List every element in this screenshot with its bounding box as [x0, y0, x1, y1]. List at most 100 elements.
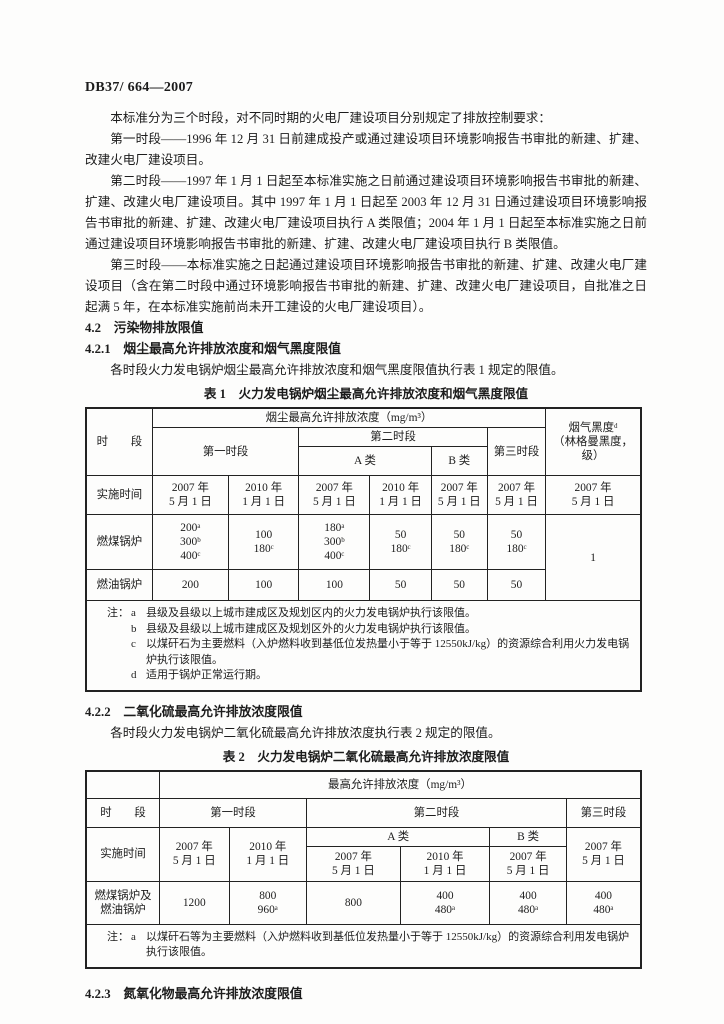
t1-period-label-cell: 时 段: [85, 407, 153, 476]
t1-impl-date-cell: 2007 年 5 月 1 日: [486, 475, 547, 515]
note-prefix-spacer: [95, 622, 131, 638]
t2-impl-date-cell: 2007 年 5 月 1 日: [489, 845, 567, 882]
spacer: [85, 969, 647, 984]
note-text: 以煤矸石为主要燃料（入炉燃料收到基低位发热量小于等于 12550kJ/kg）的资…: [146, 638, 630, 666]
section-4-2-heading: 4.2 污染物排放限值: [85, 321, 204, 335]
period3-paragraph: 第三时段——本标准实施之日起通过建设项目环境影响报告书审批的新建、扩建、改建火电…: [85, 258, 647, 314]
t1-coal-value-cell: 50 180ᶜ: [430, 514, 488, 570]
t2-concentration-header-cell: 最高允许排放浓度（mg/m³）: [159, 770, 642, 799]
table-row: 燃煤锅炉及 燃油锅炉 1200 800 960ᵃ 800 400 480ᵃ 40…: [85, 880, 642, 925]
table-row: 燃油锅炉 200 100 100 50 50 50: [85, 569, 641, 601]
page-content: DB37/ 664—2007 本标准分为三个时段，对不同时期的火电厂建设项目分别…: [85, 80, 647, 1024]
t2-empty-corner-cell: [85, 770, 161, 799]
table-row: 时 段 烟尘最高允许排放浓度（mg/m³） 烟气黑度ᵈ （林格曼黑度，级）: [85, 407, 642, 476]
note-prefix: 注：: [107, 930, 129, 943]
table-row: 注： a 以煤矸石等为主要燃料（入炉燃料收到基低位发热量小于等于 12550kJ…: [85, 923, 642, 968]
t2-class-b-cell: B 类: [489, 826, 567, 847]
table-row: 实施时间 2007 年 5 月 1 日 2010 年 1 月 1 日 2007 …: [85, 475, 642, 515]
table-row: 注： a 县级及县级以上城市建成区及规划区内的火力发电锅炉执行该限值。 b 县级…: [85, 600, 642, 691]
section-4-2-1-heading: 4.2.1 烟尘最高允许排放浓度和烟气黑度限值: [85, 342, 341, 356]
t1-coal-value-cell: 200ᵃ 300ᵇ 400ᶜ: [151, 514, 230, 570]
t1-impl-date-cell: 2010 年 1 月 1 日: [227, 475, 300, 515]
note-prefix-spacer: [95, 637, 131, 668]
t2-impl-date-cell: 2010 年 1 月 1 日: [399, 845, 491, 882]
table1-caption: 表 1 火力发电锅炉烟尘最高允许排放浓度和烟气黑度限值: [203, 387, 529, 401]
note-text: 县级及县级以上城市建成区及规划区外的火力发电锅炉执行该限值。: [146, 622, 476, 635]
section-4-2-1-body: 各时段火力发电锅炉烟尘最高允许排放浓度和烟气黑度限值执行表 1 规定的限值。: [110, 363, 564, 377]
t1-smoke-value-cell: 1: [545, 514, 642, 601]
table-row: 实施时间 2007 年 5 月 1 日 2010 年 1 月 1 日 A 类 B…: [85, 826, 642, 882]
t1-coal-value-cell: 50 180ᶜ: [369, 514, 432, 570]
t1-coal-value-cell: 100 180ᶜ: [227, 514, 300, 570]
t1-impl-date-cell: 2010 年 1 月 1 日: [369, 475, 432, 515]
table-row: 燃煤锅炉 200ᵃ 300ᵇ 400ᶜ 100 180ᶜ 180ᵃ 300ᵇ 4…: [85, 514, 642, 601]
t2-boiler-label-cell: 燃煤锅炉及 燃油锅炉: [85, 880, 161, 925]
table-row: 2007 年 5 月 1 日 2010 年 1 月 1 日 2007 年 5 月…: [86, 845, 641, 882]
t1-impl-date-cell: 2007 年 5 月 1 日: [151, 475, 230, 515]
table2-caption: 表 2 火力发电锅炉二氧化硫最高允许排放浓度限值: [222, 749, 510, 764]
period1-paragraph: 第一时段——1996 年 12 月 31 日前建成投产或通过建设项目环境影响报告…: [85, 132, 647, 167]
t1-oil-value-cell: 100: [227, 569, 300, 601]
t1-impl-date-cell: 2007 年 5 月 1 日: [298, 475, 371, 515]
t1-oil-value-cell: 200: [151, 569, 230, 601]
t2-impl-label-cell: 实施时间: [85, 826, 161, 882]
t2-class-a-cell: A 类: [306, 826, 491, 847]
note-key: b: [131, 622, 137, 635]
t1-oil-value-cell: 100: [298, 569, 371, 601]
table1-dust-smoke-limits: 时 段 烟尘最高允许排放浓度（mg/m³） 烟气黑度ᵈ （林格曼黑度，级） 第一…: [85, 407, 642, 692]
t2-impl-date-cell: 2007 年 5 月 1 日: [159, 826, 230, 882]
table-row: 第一时段 第二时段 第三时段: [86, 427, 641, 476]
intro-paragraph: 本标准分为三个时段，对不同时期的火电厂建设项目分别规定了排放控制要求：: [110, 111, 551, 125]
section-4-2-2-body: 各时段火力发电锅炉二氧化硫最高允许排放浓度执行表 2 规定的限值。: [110, 725, 501, 740]
t2-period3-cell: 第三时段: [565, 797, 642, 828]
t1-impl-date-cell: 2007 年 5 月 1 日: [545, 475, 642, 515]
t2-value-cell: 400 480ᵃ: [565, 880, 642, 925]
t1-note-c: c 以煤矸石为主要燃料（入炉燃料收到基低位发热量小于等于 12550kJ/kg）…: [95, 637, 632, 668]
note-text: 以煤矸石等为主要燃料（入炉燃料收到基低位发热量小于等于 12550kJ/kg）的…: [146, 930, 630, 959]
t2-impl-date-cell: 2007 年 5 月 1 日: [565, 826, 642, 882]
t1-period2-cell: 第二时段: [298, 427, 488, 447]
period2-paragraph: 第二时段——1997 年 1 月 1 日起至本标准实施之日前通过建设项目环境影响…: [85, 174, 647, 251]
t2-period2-cell: 第二时段: [306, 797, 567, 828]
table2-so2-limits: 最高允许排放浓度（mg/m³） 时 段 第一时段 第二时段 第三时段 实施时间 …: [85, 769, 642, 969]
t1-note-d: d 适用于锅炉正常运行期。: [95, 668, 632, 684]
t1-class-a-cell: A 类: [298, 446, 432, 476]
t1-oil-label-cell: 燃油锅炉: [85, 569, 153, 601]
t1-period3-cell: 第三时段: [486, 427, 547, 476]
t2-value-cell: 400 480ᵃ: [399, 880, 491, 925]
t1-coal-label-cell: 燃煤锅炉: [85, 514, 153, 570]
note-prefix: 注：: [107, 607, 129, 619]
t1-concentration-header-cell: 烟尘最高允许排放浓度（mg/m³）: [151, 407, 547, 428]
t1-oil-value-cell: 50: [430, 569, 488, 601]
t1-class-b-cell: B 类: [430, 446, 488, 476]
t2-notes-cell: 注： a 以煤矸石等为主要燃料（入炉燃料收到基低位发热量小于等于 12550kJ…: [85, 923, 642, 968]
t1-impl-label-cell: 实施时间: [85, 475, 153, 515]
t1-oil-value-cell: 50: [486, 569, 547, 601]
note-text: 适用于锅炉正常运行期。: [146, 669, 267, 681]
t2-period1-cell: 第一时段: [159, 797, 308, 828]
section-4-2-3-heading: 4.2.3 氮氧化物最高允许排放浓度限值: [85, 986, 303, 1001]
note-key: a: [131, 930, 136, 943]
t2-value-cell: 400 480ᵃ: [489, 880, 567, 925]
note-prefix-spacer: [95, 668, 131, 684]
t1-period1-cell: 第一时段: [151, 427, 300, 476]
t1-notes-cell: 注： a 县级及县级以上城市建成区及规划区内的火力发电锅炉执行该限值。 b 县级…: [85, 600, 642, 691]
t1-note-a: 注： a 县级及县级以上城市建成区及规划区内的火力发电锅炉执行该限值。: [95, 606, 632, 622]
t1-coal-value-cell: 50 180ᶜ: [486, 514, 547, 570]
section-4-2-2-heading: 4.2.2 二氧化硫最高允许排放浓度限值: [85, 704, 303, 719]
t2-value-cell: 800: [306, 880, 401, 925]
note-text: 县级及县级以上城市建成区及规划区内的火力发电锅炉执行该限值。: [146, 607, 476, 619]
note-key: c: [131, 638, 136, 650]
t2-period-label-cell: 时 段: [85, 797, 161, 828]
spacer: [85, 692, 647, 702]
t1-oil-value-cell: 50: [369, 569, 432, 601]
t1-coal-value-cell: 180ᵃ 300ᵇ 400ᶜ: [298, 514, 371, 570]
t2-value-cell: 1200: [159, 880, 230, 925]
table-row: 最高允许排放浓度（mg/m³）: [85, 770, 642, 799]
t1-impl-date-cell: 2007 年 5 月 1 日: [430, 475, 488, 515]
t1-note-b: b 县级及县级以上城市建成区及规划区外的火力发电锅炉执行该限值。: [95, 622, 632, 638]
t2-impl-date-cell: 2007 年 5 月 1 日: [306, 845, 401, 882]
t2-value-cell: 800 960ᵃ: [228, 880, 308, 925]
standard-number: DB37/ 664—2007: [85, 80, 194, 95]
